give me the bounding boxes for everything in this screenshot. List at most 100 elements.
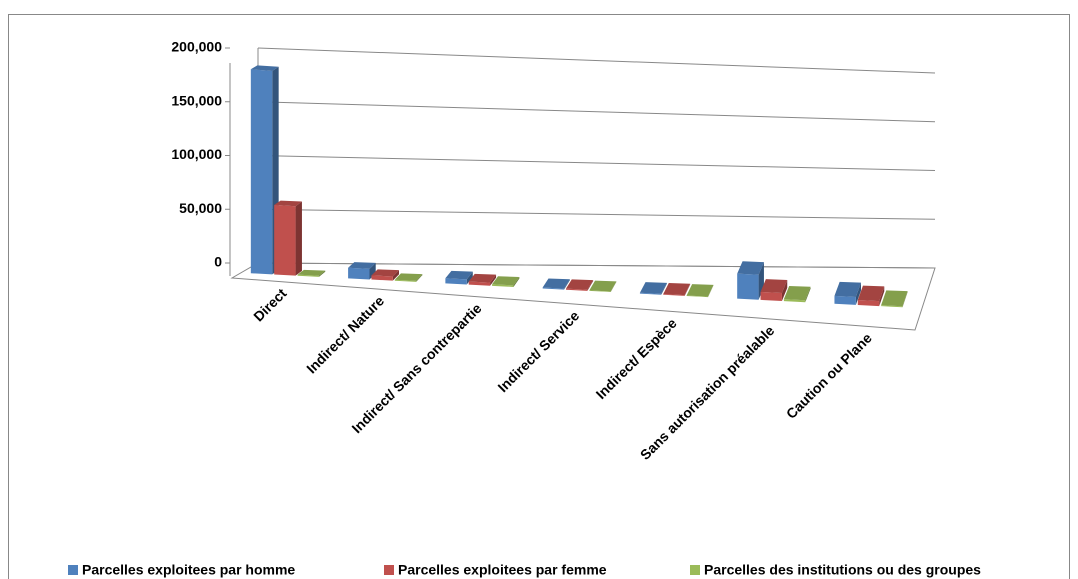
bar-side (879, 286, 885, 307)
bar-top (492, 276, 520, 286)
bar-3d (686, 284, 714, 298)
bar-3d (274, 200, 302, 276)
bar-3d (639, 282, 667, 295)
bar-top (445, 270, 473, 280)
bar (881, 305, 903, 308)
bar-top (348, 262, 376, 269)
bar-top (589, 280, 617, 292)
bar-side (855, 282, 862, 305)
bar (663, 293, 685, 296)
bar-top (468, 273, 497, 283)
bar-side (587, 280, 594, 291)
bar-3d (783, 285, 811, 303)
bar-3d (760, 279, 788, 301)
grid-line (257, 208, 936, 220)
chart-border (8, 14, 1070, 579)
bar-3d (737, 261, 764, 300)
bar-3d (589, 280, 617, 293)
bar-3d (348, 262, 376, 280)
bar-side (318, 270, 326, 277)
legend-label: Parcelles exploitees par femme (398, 562, 607, 578)
bar-3d (663, 282, 691, 296)
bar-side (684, 283, 691, 296)
bar (274, 204, 296, 276)
bar-side (369, 262, 376, 280)
bar-side (805, 286, 811, 303)
bar-3d (250, 65, 279, 275)
bar-3d (857, 285, 885, 307)
bar (565, 288, 588, 291)
bar (639, 292, 662, 295)
y-tick-label: 100,000 (171, 146, 222, 162)
bar-top (565, 279, 594, 290)
bar-side (490, 274, 497, 286)
bar-side (392, 270, 400, 281)
bar (760, 291, 782, 301)
bar-3d (371, 269, 400, 281)
bar (542, 287, 565, 290)
bar-side (295, 201, 302, 276)
bar-top (834, 281, 862, 297)
bar-side (758, 262, 764, 300)
bar (492, 284, 514, 287)
grid-line (257, 155, 936, 171)
bar (468, 281, 491, 286)
bar-top (663, 282, 691, 296)
legend-label: Parcelles exploitees par homme (82, 562, 295, 578)
bar-side (661, 282, 667, 295)
bar-top (686, 284, 714, 297)
bar-top (274, 200, 302, 207)
bar-top (857, 285, 885, 302)
legend-swatch (68, 565, 78, 575)
bar (394, 279, 417, 282)
bar-side (708, 284, 714, 298)
bar-top (760, 279, 788, 294)
y-tick-label: 200,000 (171, 39, 222, 55)
bar-top (881, 290, 908, 307)
bar (857, 300, 880, 307)
bar-3d (468, 273, 497, 286)
bar-top (394, 273, 423, 281)
y-tick-label: 150,000 (171, 92, 222, 108)
bar-3d (445, 270, 473, 285)
bar (737, 273, 759, 300)
legend-swatch (690, 565, 700, 575)
bar-3d (542, 278, 570, 290)
bar (686, 295, 709, 298)
bar-side (564, 279, 570, 290)
bar-side (781, 279, 788, 301)
bar-3d (881, 290, 908, 308)
bar-top (639, 282, 667, 294)
bar-side (466, 271, 473, 285)
bar-top (542, 278, 570, 289)
bar (445, 278, 467, 285)
bar-top (250, 65, 279, 71)
bar-side (610, 281, 617, 293)
bar (783, 299, 806, 303)
bar-side (416, 274, 423, 282)
bar (250, 69, 273, 275)
bar-3d (297, 269, 326, 277)
y-tick-label: 50,000 (179, 200, 222, 216)
bar-3d (394, 273, 423, 282)
legend-label: Parcelles des institutions ou des groupe… (704, 562, 981, 578)
bar (297, 274, 319, 277)
bar-3d (565, 279, 594, 291)
bar (589, 290, 611, 293)
bar-3d (492, 276, 520, 287)
y-tick-label: 0 (214, 254, 222, 270)
grid-line (257, 47, 936, 74)
bar (834, 295, 856, 305)
grid-line (257, 101, 936, 123)
bar-top (783, 285, 811, 301)
bar-top (737, 261, 764, 275)
bar-3d (834, 281, 862, 305)
bar (371, 275, 393, 281)
bar-side (902, 291, 908, 308)
bar-top (297, 269, 326, 276)
bar-side (513, 276, 520, 287)
bar (348, 267, 370, 280)
legend-swatch (384, 565, 394, 575)
bar-top (371, 269, 400, 277)
